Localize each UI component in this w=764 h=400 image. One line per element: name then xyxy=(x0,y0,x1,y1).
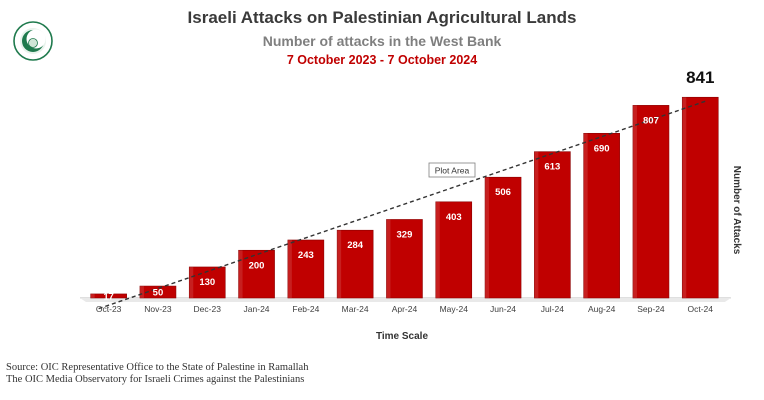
bar-highlight xyxy=(386,219,391,298)
bar-highlight xyxy=(139,286,144,298)
data-label: 243 xyxy=(298,250,314,261)
data-label: 130 xyxy=(199,277,215,288)
bar xyxy=(287,239,325,299)
x-tick-label: Oct-23 xyxy=(96,304,122,314)
bar xyxy=(336,229,374,299)
date-range: 7 October 2023 - 7 October 2024 xyxy=(286,53,478,67)
x-tick-label: Jan-24 xyxy=(244,304,270,314)
bar-highlight xyxy=(632,105,637,298)
bar-highlight xyxy=(90,293,95,298)
bar-highlight xyxy=(435,201,440,298)
bar-highlight xyxy=(682,97,687,298)
x-tick-label: Mar-24 xyxy=(342,304,369,314)
source-line-1: Source: OIC Representative Office to the… xyxy=(6,362,309,373)
bar xyxy=(681,96,719,299)
bar-highlight xyxy=(534,151,539,298)
bar xyxy=(139,285,177,299)
x-tick-label: Jul-24 xyxy=(541,304,564,314)
data-label: 613 xyxy=(544,162,560,173)
chart-subtitle: Number of attacks in the West Bank xyxy=(262,33,502,49)
data-label: 807 xyxy=(643,115,659,126)
data-label: 200 xyxy=(249,260,265,271)
highlight-value-label: 841 xyxy=(686,68,714,87)
bar xyxy=(90,293,127,299)
source-line-2: The OIC Media Observatory for Israeli Cr… xyxy=(6,374,305,385)
x-axis-title: Time Scale xyxy=(376,331,429,342)
chart-title: Israeli Attacks on Palestinian Agricultu… xyxy=(187,8,577,27)
x-tick-label: Dec-23 xyxy=(194,304,222,314)
bar-highlight xyxy=(583,133,588,298)
bar-highlight xyxy=(485,177,490,298)
x-tick-label: Feb-24 xyxy=(292,304,319,314)
data-label: 17 xyxy=(103,291,114,302)
bar-highlight xyxy=(238,250,243,298)
bar xyxy=(386,219,423,299)
bar xyxy=(583,132,620,299)
x-tick-label: Aug-24 xyxy=(588,304,616,314)
plot-area-tooltip-box xyxy=(428,162,476,178)
x-tick-label: May-24 xyxy=(440,304,469,314)
bar-highlight xyxy=(337,230,342,298)
data-label: 403 xyxy=(446,212,462,223)
oic-logo-icon xyxy=(13,21,53,61)
chart-floor xyxy=(80,298,731,302)
source-note: Source: OIC Representative Office to the… xyxy=(6,362,308,386)
trend-line xyxy=(98,100,707,310)
bar-highlight xyxy=(287,239,292,298)
x-tick-label: Jun-24 xyxy=(490,304,516,314)
bar xyxy=(484,176,522,299)
plot-area-tooltip-label: Plot Area xyxy=(435,166,470,176)
x-tick-label: Oct-24 xyxy=(687,304,713,314)
data-label: 329 xyxy=(397,229,413,240)
bar xyxy=(632,105,670,299)
data-label: 284 xyxy=(347,240,364,251)
x-tick-label: Sep-24 xyxy=(637,304,665,314)
x-tick-label: Apr-24 xyxy=(392,304,418,314)
data-label: 506 xyxy=(495,187,511,198)
data-label: 690 xyxy=(594,143,610,154)
bar-highlight xyxy=(189,266,194,298)
x-tick-label: Nov-23 xyxy=(144,304,172,314)
bar xyxy=(238,249,275,299)
data-label: 50 xyxy=(153,288,164,299)
y-axis-title: Number of Attacks xyxy=(731,166,742,255)
bar xyxy=(435,201,473,299)
bar xyxy=(534,151,571,299)
